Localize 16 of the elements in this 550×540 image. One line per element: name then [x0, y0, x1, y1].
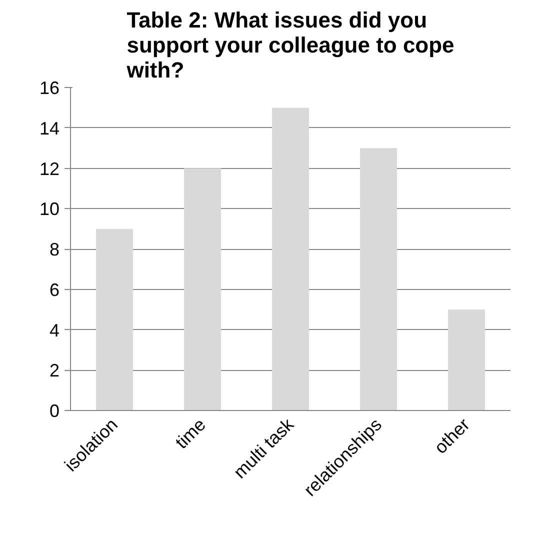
bar — [96, 228, 133, 410]
y-tick-label: 0 — [49, 401, 60, 421]
y-tick-label: 14 — [39, 118, 60, 138]
chart-title: Table 2: What issues did you support your colleague to cope with? — [126, 8, 454, 82]
bar — [184, 168, 221, 410]
y-tick-label: 10 — [39, 199, 60, 220]
y-tick-label: 2 — [49, 360, 60, 381]
x-tick-label: time — [171, 414, 210, 453]
y-tick-label: 16 — [39, 78, 60, 98]
y-tick-label: 8 — [49, 240, 60, 260]
y-tick-label: 6 — [49, 280, 60, 300]
bar — [448, 310, 485, 410]
bar — [272, 108, 309, 410]
y-tick-label: 4 — [49, 320, 60, 340]
bar — [360, 148, 397, 410]
y-tick-label: 12 — [39, 158, 60, 179]
